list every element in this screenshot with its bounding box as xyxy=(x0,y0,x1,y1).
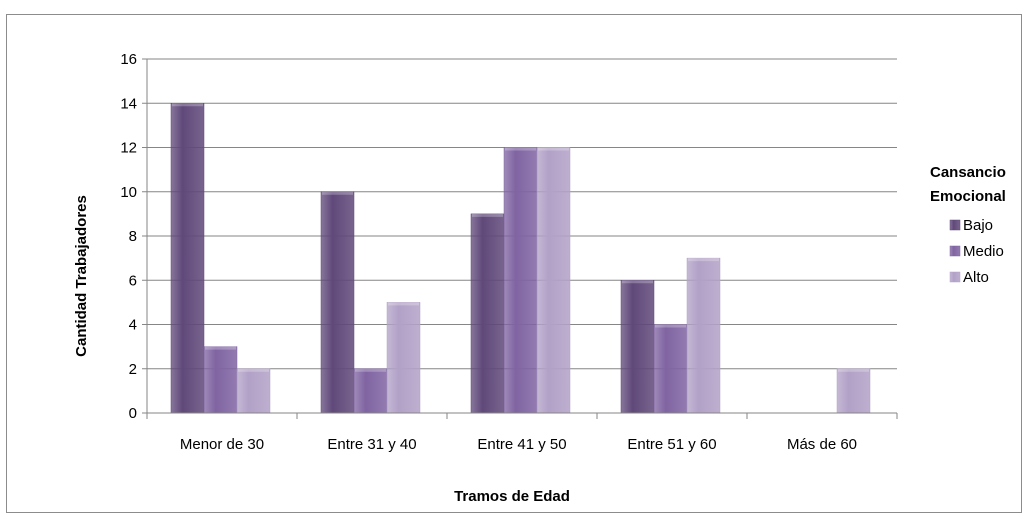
bar-highlight xyxy=(655,324,686,328)
y-tick-label: 2 xyxy=(129,361,137,378)
y-tick-label: 12 xyxy=(120,140,137,157)
x-tick-label: Menor de 30 xyxy=(180,436,264,453)
bar-bajo-entre-51-y-60 xyxy=(620,280,655,414)
y-tick-label: 0 xyxy=(129,405,137,422)
legend-swatch-bajo xyxy=(949,219,961,231)
bar-medio-entre-31-y-40 xyxy=(353,368,388,414)
y-tick-label: 14 xyxy=(120,95,137,112)
legend-swatch-medio xyxy=(949,245,961,257)
bar-medio-entre-41-y-50 xyxy=(503,147,538,414)
y-axis-title: Cantidad Trabajadores xyxy=(73,195,90,357)
bar-highlight xyxy=(538,147,569,151)
bar-bajo-entre-31-y-40 xyxy=(320,191,355,414)
bar-bajo-entre-41-y-50 xyxy=(470,213,505,414)
legend: Cansancio Emocional Bajo Medio Alto xyxy=(930,164,1006,286)
bar-alto-entre-31-y-40 xyxy=(386,302,421,414)
y-axis-ticks: 0 2 4 6 8 10 12 14 16 xyxy=(120,51,147,422)
bar-alto-menor-de-30 xyxy=(236,368,271,414)
axes xyxy=(146,59,897,414)
bar-highlight xyxy=(388,302,419,306)
bars xyxy=(170,103,871,414)
bar-medio-entre-51-y-60 xyxy=(653,324,688,414)
bar-alto-entre-51-y-60 xyxy=(686,257,721,414)
bar-highlight xyxy=(622,280,653,284)
bar-alto-mas-de-60 xyxy=(836,368,871,414)
bar-highlight xyxy=(205,346,236,350)
bar-highlight xyxy=(838,368,869,372)
bar-highlight xyxy=(472,213,503,217)
legend-label-medio: Medio xyxy=(963,243,1004,260)
x-axis-ticks: Menor de 30 Entre 31 y 40 Entre 41 y 50 Ent… xyxy=(146,413,898,453)
y-tick-label: 4 xyxy=(129,317,137,334)
legend-items: Bajo Medio Alto xyxy=(949,217,1004,286)
x-tick-label: Entre 51 y 60 xyxy=(627,436,716,453)
legend-title-line-1: Cansancio xyxy=(930,164,1006,181)
bar-highlight xyxy=(355,368,386,372)
bar-highlight xyxy=(505,147,536,151)
legend-title-line-2: Emocional xyxy=(930,188,1006,205)
x-axis-title: Tramos de Edad xyxy=(454,488,570,505)
legend-label-alto: Alto xyxy=(963,269,989,286)
bar-alto-entre-41-y-50 xyxy=(536,147,571,414)
x-tick-label: Entre 31 y 40 xyxy=(327,436,416,453)
x-tick-label: Entre 41 y 50 xyxy=(477,436,566,453)
y-tick-label: 16 xyxy=(120,51,137,68)
bar-medio-menor-de-30 xyxy=(203,346,238,414)
bar-bajo-menor-de-30 xyxy=(170,103,205,414)
legend-swatch-alto xyxy=(949,271,961,283)
y-tick-label: 6 xyxy=(129,272,137,289)
bar-highlight xyxy=(238,368,269,372)
y-tick-label: 10 xyxy=(120,184,137,201)
bar-highlight xyxy=(688,258,719,262)
bar-highlight xyxy=(322,191,353,195)
legend-label-bajo: Bajo xyxy=(963,217,993,234)
x-tick-label: Más de 60 xyxy=(787,436,857,453)
y-tick-label: 8 xyxy=(129,228,137,245)
bar-highlight xyxy=(172,103,203,107)
